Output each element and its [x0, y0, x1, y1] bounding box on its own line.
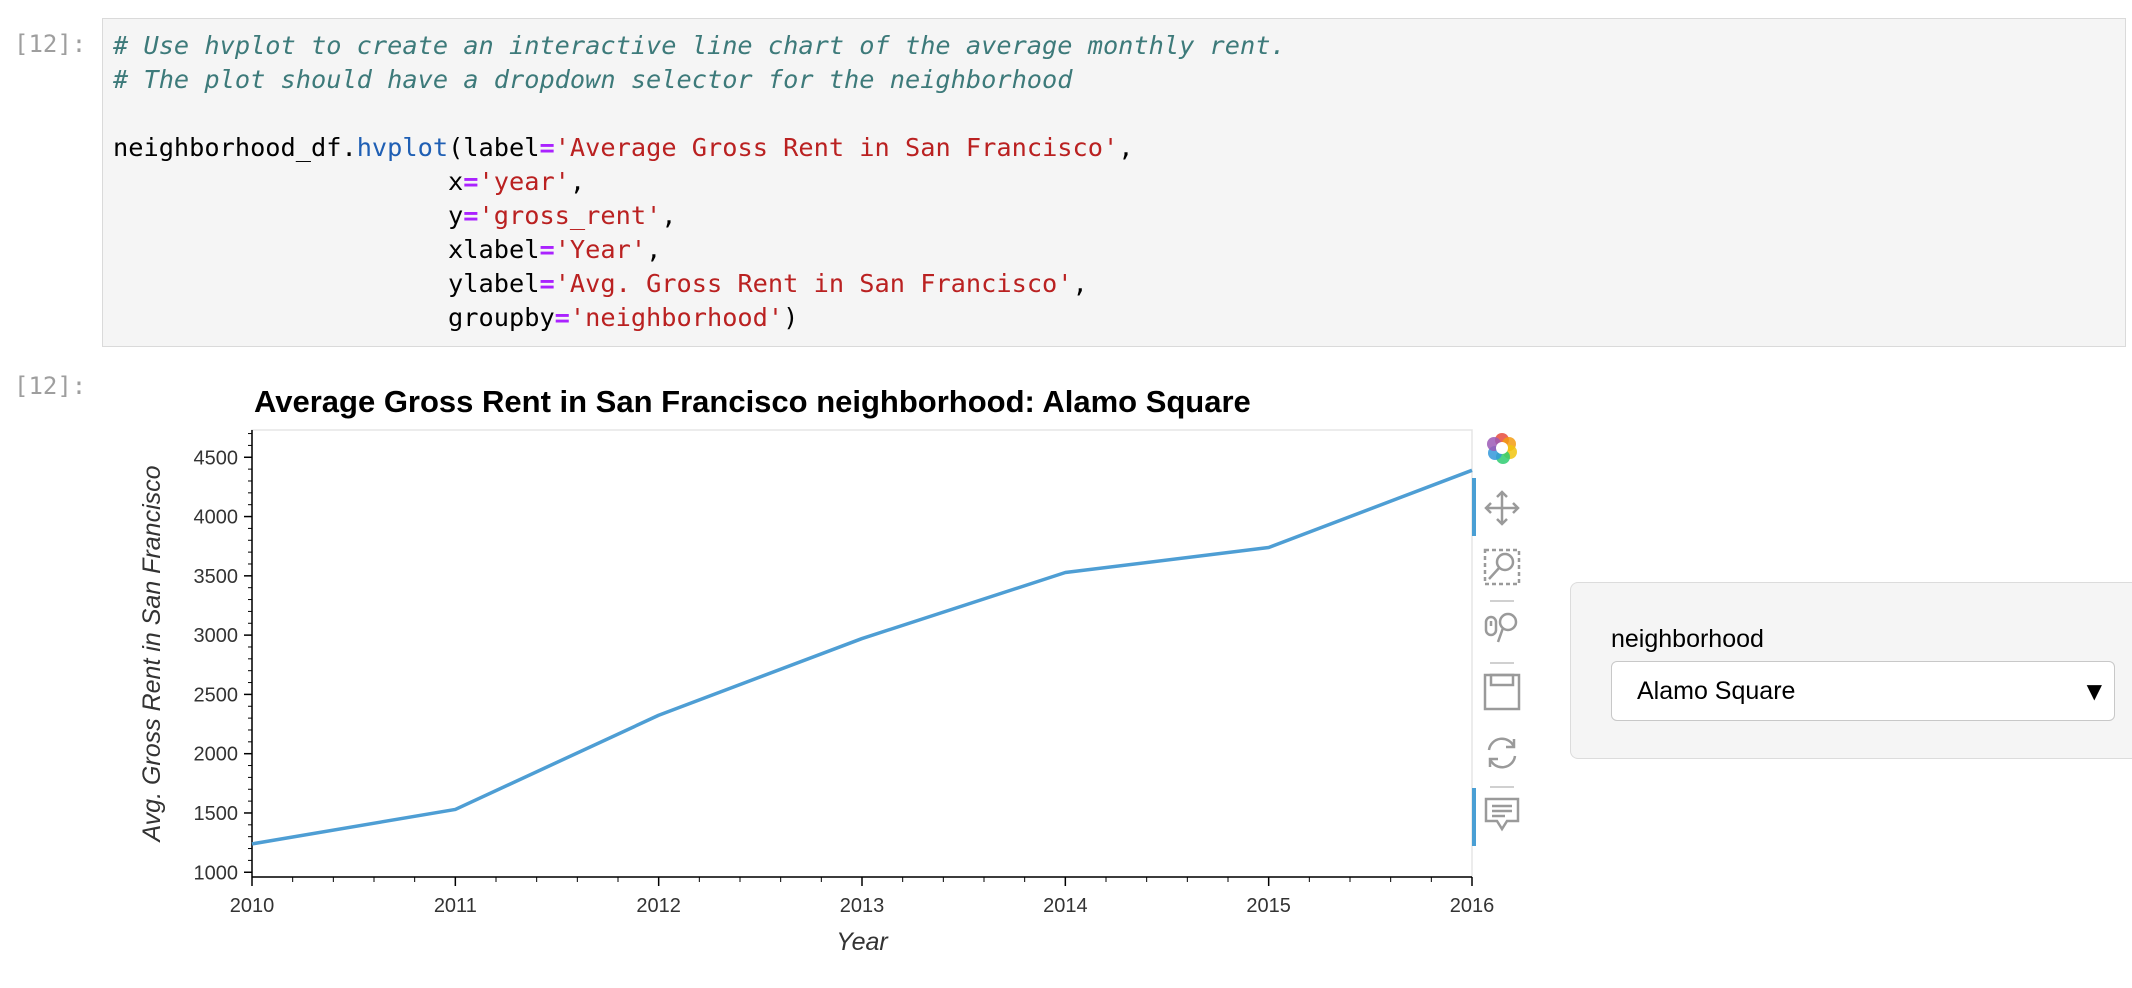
- code-token: =: [539, 269, 554, 298]
- y-axis-label: Avg. Gross Rent in San Francisco: [138, 465, 166, 843]
- save-icon[interactable]: [1480, 670, 1524, 714]
- box-zoom-icon[interactable]: [1480, 545, 1524, 589]
- code-token: =: [539, 235, 554, 264]
- pan-icon[interactable]: [1480, 486, 1524, 530]
- x-tick-label: 2012: [636, 895, 681, 917]
- code-token: 'Average Gross Rent in San Francisco': [555, 133, 1119, 162]
- code-token: # The plot should have a dropdown select…: [113, 65, 1073, 94]
- code-token: ,: [661, 201, 676, 230]
- select-value: Alamo Square: [1637, 677, 1795, 706]
- code-token: groupby: [113, 303, 555, 332]
- code-cell[interactable]: # Use hvplot to create an interactive li…: [102, 18, 2126, 347]
- x-tick-label: 2011: [434, 895, 477, 917]
- code-token: =: [555, 303, 570, 332]
- code-token: ,: [570, 167, 585, 196]
- pan-active-indicator: [1472, 478, 1476, 536]
- code-token: =: [463, 201, 478, 230]
- hover-icon[interactable]: [1480, 793, 1524, 837]
- x-tick-label: 2010: [230, 895, 275, 917]
- toolbar-divider: [1490, 600, 1514, 602]
- reset-icon[interactable]: [1480, 731, 1524, 775]
- y-tick-label: 3000: [194, 625, 239, 647]
- x-tick-label: 2013: [840, 895, 885, 917]
- code-token: ,: [646, 235, 661, 264]
- code-token: neighborhood_df.: [113, 133, 357, 162]
- series-line: [252, 470, 1472, 844]
- code-token: ylabel: [113, 269, 539, 298]
- code-token: ,: [1073, 269, 1088, 298]
- code-token: =: [463, 167, 478, 196]
- wheel-zoom-icon[interactable]: [1480, 606, 1524, 650]
- y-tick-label: 2500: [194, 684, 239, 706]
- y-tick-label: 4500: [194, 447, 239, 469]
- y-tick-label: 4000: [194, 507, 239, 529]
- code-token: ): [783, 303, 798, 332]
- widget-panel: neighborhood Alamo Square ▼: [1570, 582, 2132, 759]
- toolbar-divider: [1490, 662, 1514, 664]
- code-token: ,: [1118, 133, 1133, 162]
- bokeh-logo-icon[interactable]: [1480, 426, 1524, 470]
- code-token: =: [539, 133, 554, 162]
- code-token: 'gross_rent': [479, 201, 662, 230]
- code-token: y: [113, 201, 463, 230]
- y-tick-label: 2000: [194, 744, 239, 766]
- code-token: 'Year': [555, 235, 646, 264]
- plot-title: Average Gross Rent in San Francisco neig…: [254, 384, 1251, 420]
- y-tick-label: 1500: [194, 803, 239, 825]
- code-token: xlabel: [113, 235, 539, 264]
- x-tick-label: 2016: [1450, 895, 1495, 917]
- plot-frame: [252, 430, 1472, 877]
- x-tick-label: 2014: [1043, 895, 1088, 917]
- x-axis-label: Year: [836, 928, 889, 956]
- y-tick-label: 1000: [194, 862, 239, 884]
- neighborhood-select[interactable]: Alamo Square ▼: [1611, 661, 2115, 721]
- output-prompt: [12]:: [14, 372, 86, 400]
- hover-active-indicator: [1472, 788, 1476, 846]
- y-tick-label: 3500: [194, 566, 239, 588]
- toolbar-divider: [1490, 786, 1514, 788]
- chevron-down-icon: ▼: [2087, 679, 2102, 703]
- code-token: 'year': [479, 167, 570, 196]
- code-editor[interactable]: # Use hvplot to create an interactive li…: [113, 29, 1286, 335]
- code-token: 'Avg. Gross Rent in San Francisco': [555, 269, 1073, 298]
- x-tick-label: 2015: [1246, 895, 1291, 917]
- code-token: (label: [448, 133, 539, 162]
- widget-label: neighborhood: [1611, 625, 1764, 654]
- input-prompt: [12]:: [14, 30, 86, 58]
- code-token: 'neighborhood': [570, 303, 783, 332]
- code-token: hvplot: [357, 133, 448, 162]
- code-token: # Use hvplot to create an interactive li…: [113, 31, 1286, 60]
- code-token: x: [113, 167, 463, 196]
